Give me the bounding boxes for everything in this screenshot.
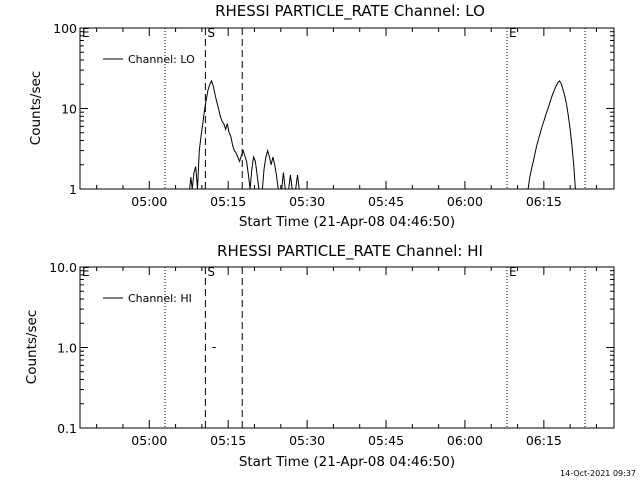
hi-x-tick-label: 06:00 [447,433,483,448]
lo-x-tick-label: 05:15 [210,194,246,209]
hi-x-tick-label: 06:15 [526,433,562,448]
hi-chart-title: RHESSI PARTICLE_RATE Channel: HI [217,242,483,261]
lo-x-axis-label: Start Time (21-Apr-08 04:46:50) [239,214,455,230]
lo-event-marker-label: E [509,26,517,40]
lo-x-tick-label: 05:45 [368,194,404,209]
lo-series-line [189,79,576,190]
hi-channel-panel: RHESSI PARTICLE_RATE Channel: HI Counts/… [24,242,615,470]
lo-channel-panel: RHESSI PARTICLE_RATE Channel: LO Counts/… [28,2,615,230]
lo-x-tick-label: 05:30 [289,194,325,209]
hi-corner-label: E [82,265,90,279]
hi-event-marker-label: S [207,265,215,279]
hi-x-tick-label: 05:00 [131,433,167,448]
hi-legend-label: Channel: HI [128,292,192,305]
hi-event-marker-label: E [509,265,517,279]
hi-y-tick-label: 10.0 [49,260,77,275]
lo-event-marker-label: S [207,26,215,40]
lo-y-tick-label: 10 [61,102,77,117]
lo-x-tick-label: 05:00 [131,194,167,209]
hi-x-tick-label: 05:15 [210,433,246,448]
hi-x-tick-label: 05:45 [368,433,404,448]
lo-y-axis-label: Counts/sec [28,71,44,145]
lo-legend-label: Channel: LO [128,53,195,66]
timestamp: 14-Oct-2021 09:37 [560,469,636,478]
hi-y-tick-label: 0.1 [57,421,77,436]
hi-x-tick-label: 05:30 [289,433,325,448]
hi-y-axis-label: Counts/sec [24,310,40,384]
hi-y-tick-label: 1.0 [57,341,77,356]
lo-x-tick-label: 06:15 [526,194,562,209]
hi-x-axis-label: Start Time (21-Apr-08 04:46:50) [239,454,455,470]
lo-y-tick-label: 1 [69,182,77,197]
lo-y-tick-label: 100 [53,21,77,36]
lo-x-tick-label: 06:00 [447,194,483,209]
lo-chart-title: RHESSI PARTICLE_RATE Channel: LO [215,2,485,21]
lo-corner-label: E [82,26,90,40]
